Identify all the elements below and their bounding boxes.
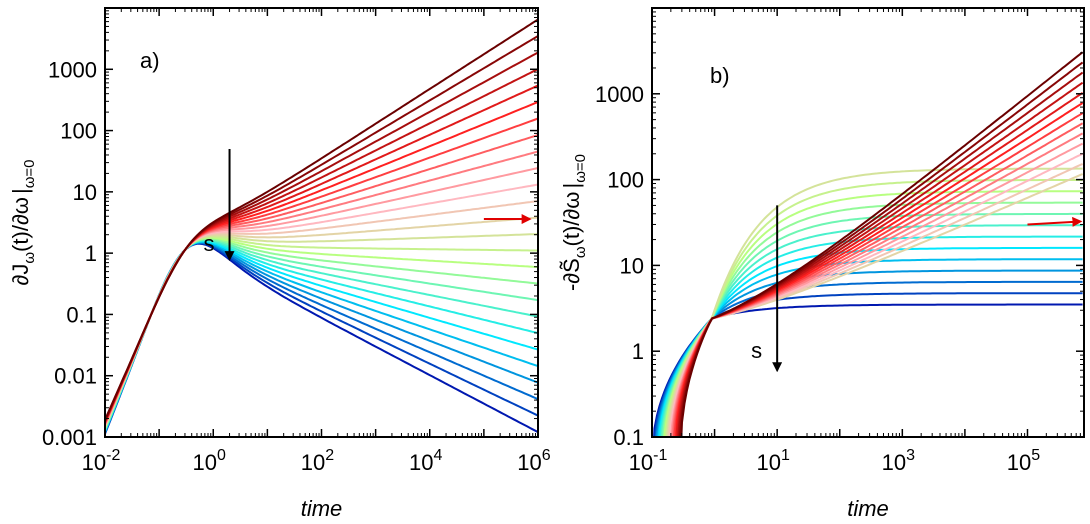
y-tick-label: 10 xyxy=(620,253,644,278)
y-tick-label: 0.1 xyxy=(613,425,644,450)
red-arrow xyxy=(1027,216,1083,227)
series-line xyxy=(105,238,538,431)
y-tick-label: 0.1 xyxy=(66,302,97,327)
series-line xyxy=(660,224,1083,437)
series-line xyxy=(105,240,538,432)
panel-label: a) xyxy=(140,48,160,73)
x-tick-label: 105 xyxy=(1007,447,1040,475)
x-tick-label: 102 xyxy=(301,447,334,475)
series-line xyxy=(668,162,1084,437)
series-line xyxy=(663,190,1083,437)
series-line xyxy=(680,51,1084,437)
x-tick-label: 100 xyxy=(193,447,226,475)
x-axis-title: time xyxy=(847,496,889,521)
series-line xyxy=(105,239,538,431)
x-tick-label: 101 xyxy=(756,447,789,475)
y-tick-label: 1 xyxy=(632,339,644,364)
series-line xyxy=(654,280,1083,437)
y-tick-label: 0.001 xyxy=(42,425,97,450)
series-line xyxy=(105,150,538,425)
x-axis-title: time xyxy=(301,496,343,521)
chart-panel-b: 10-1 101 103 105 0.1 1 10 100 1000 time -∂S̃ω(t)/∂… xyxy=(559,7,1085,521)
series-line xyxy=(665,167,1083,437)
x-tick-label: 103 xyxy=(882,447,915,475)
series-line xyxy=(105,238,538,430)
x-tick-label: 106 xyxy=(517,447,550,475)
x-tick-label: 10-1 xyxy=(629,447,668,475)
y-tick-label: 0.01 xyxy=(54,364,97,389)
series-group xyxy=(653,51,1084,437)
series-group xyxy=(105,18,538,435)
series-line xyxy=(677,71,1084,437)
y-tick-label: 1000 xyxy=(595,82,644,107)
y-tick-label: 100 xyxy=(60,119,97,144)
s-annotation: s xyxy=(204,231,215,256)
y-tick-label: 10 xyxy=(73,180,97,205)
plot-frame xyxy=(651,7,1085,438)
y-tick-label: 100 xyxy=(607,168,644,193)
series-line xyxy=(662,201,1083,437)
s-annotation: s xyxy=(751,338,762,363)
series-line xyxy=(675,91,1084,437)
series-line xyxy=(105,68,538,422)
series-line xyxy=(674,102,1084,437)
panel-label: b) xyxy=(710,63,730,88)
y-tick-label: 1000 xyxy=(48,57,97,82)
series-line xyxy=(655,269,1083,437)
series-line xyxy=(105,18,538,421)
series-line xyxy=(105,167,538,426)
y-axis-title: -∂S̃ω(t)/∂ω|ω=0 xyxy=(559,154,589,291)
x-tick-label: 10-2 xyxy=(82,447,121,475)
y-tick-label: 1 xyxy=(85,241,97,266)
series-line xyxy=(105,235,538,429)
series-line xyxy=(661,212,1083,437)
y-axis-title: ∂Jω(t)/∂ω|ω=0 xyxy=(8,159,38,285)
chart-panel-a: 10-2 100 102 104 106 0.001 0.01 0.1 1 10 100 1000 ti… xyxy=(8,7,551,521)
x-tick-label: 104 xyxy=(409,447,442,475)
